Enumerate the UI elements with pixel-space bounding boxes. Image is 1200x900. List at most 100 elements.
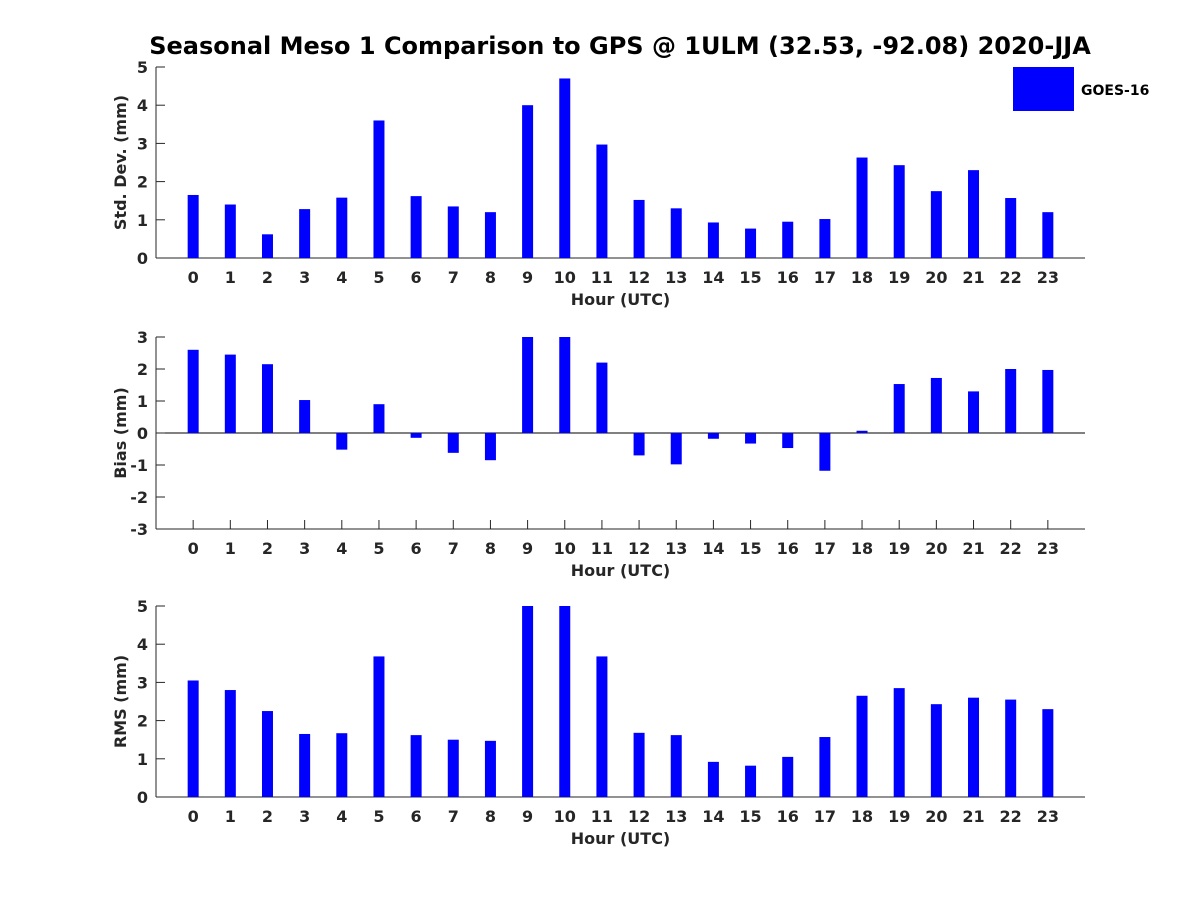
bar-hour-17 [819, 433, 831, 471]
x-tick-label: 21 [962, 268, 984, 287]
bar-hour-9 [522, 105, 534, 258]
bar-hour-0 [187, 680, 199, 797]
bar-hour-10 [559, 337, 571, 433]
x-tick-label: 22 [1000, 807, 1022, 826]
bar-hour-2 [261, 364, 273, 433]
x-tick-label: 7 [448, 539, 459, 558]
x-tick-label: 16 [777, 268, 799, 287]
x-tick-label: 21 [962, 539, 984, 558]
bar-hour-4 [336, 197, 348, 258]
bar-hour-17 [819, 737, 831, 797]
bar-hour-9 [522, 337, 534, 433]
bar-hour-12 [633, 199, 645, 258]
bar-hour-13 [670, 735, 682, 797]
bar-hour-9 [522, 606, 534, 797]
x-tick-label: 1 [225, 807, 236, 826]
bar-hour-7 [447, 739, 459, 797]
bar-hour-23 [1042, 709, 1054, 797]
bar-hour-1 [224, 354, 236, 433]
bar-hour-6 [410, 196, 422, 258]
bar-hour-10 [559, 78, 571, 259]
bar-hour-3 [299, 400, 311, 433]
x-tick-label: 19 [888, 268, 910, 287]
bar-hour-21 [968, 697, 980, 797]
x-tick-label: 13 [665, 268, 687, 287]
bar-hour-10 [559, 606, 571, 797]
bar-hour-2 [261, 711, 273, 797]
bar-hour-2 [261, 234, 273, 258]
bar-hour-15 [745, 765, 757, 797]
x-tick-label: 10 [554, 268, 576, 287]
bar-hour-15 [745, 433, 757, 444]
bar-hour-20 [930, 191, 942, 258]
bar-hour-20 [930, 704, 942, 797]
bar-hour-11 [596, 656, 608, 797]
bar-hour-4 [336, 733, 348, 797]
bar-hour-16 [782, 433, 794, 449]
bar-hour-7 [447, 206, 459, 258]
chart-title: Seasonal Meso 1 Comparison to GPS @ 1ULM… [149, 32, 1091, 60]
x-tick-label: 4 [336, 539, 347, 558]
y-tick-label: 1 [137, 750, 148, 769]
x-tick-label: 22 [1000, 539, 1022, 558]
x-tick-label: 15 [739, 268, 761, 287]
x-tick-label: 16 [777, 539, 799, 558]
y-tick-label: 1 [137, 392, 148, 411]
x-axis-title: Hour (UTC) [571, 561, 671, 580]
bar-hour-22 [1005, 198, 1017, 258]
x-tick-label: 3 [299, 539, 310, 558]
legend-swatch-goes-16 [1013, 67, 1074, 111]
bar-hour-21 [968, 170, 980, 258]
x-tick-label: 11 [591, 268, 613, 287]
y-axis-title: Bias (mm) [111, 387, 130, 479]
x-tick-label: 19 [888, 807, 910, 826]
y-tick-label: 2 [137, 712, 148, 731]
x-tick-label: 17 [814, 268, 836, 287]
legend-label-goes-16: GOES-16 [1081, 83, 1149, 99]
x-tick-label: 4 [336, 268, 347, 287]
x-tick-label: 18 [851, 807, 873, 826]
x-axis-title: Hour (UTC) [571, 290, 671, 309]
bar-hour-7 [447, 433, 459, 453]
x-tick-label: 13 [665, 539, 687, 558]
bar-hour-21 [968, 391, 980, 433]
y-tick-label: 0 [137, 424, 148, 443]
x-tick-label: 3 [299, 807, 310, 826]
y-tick-label: 3 [137, 134, 148, 153]
x-tick-label: 20 [925, 807, 947, 826]
bar-hour-6 [410, 433, 422, 438]
bar-hour-11 [596, 362, 608, 433]
bar-hour-19 [893, 384, 905, 433]
bar-hour-3 [299, 209, 311, 258]
y-tick-label: 0 [137, 249, 148, 268]
x-tick-label: 14 [702, 539, 724, 558]
bar-hour-12 [633, 433, 645, 456]
x-tick-label: 10 [554, 539, 576, 558]
y-tick-label: 2 [137, 360, 148, 379]
bar-hour-14 [707, 222, 719, 258]
bar-hour-8 [484, 740, 496, 797]
x-tick-label: 0 [188, 807, 199, 826]
x-tick-label: 20 [925, 539, 947, 558]
x-tick-label: 16 [777, 807, 799, 826]
x-tick-label: 23 [1037, 539, 1059, 558]
bar-hour-5 [373, 404, 385, 433]
y-axis-title: Std. Dev. (mm) [111, 95, 130, 230]
x-tick-label: 0 [188, 539, 199, 558]
bar-hour-17 [819, 219, 831, 258]
bar-hour-4 [336, 433, 348, 450]
y-tick-label: 4 [137, 635, 148, 654]
x-tick-label: 14 [702, 268, 724, 287]
bar-hour-19 [893, 165, 905, 258]
bar-hour-23 [1042, 212, 1054, 258]
x-tick-label: 1 [225, 539, 236, 558]
x-tick-label: 9 [522, 807, 533, 826]
x-tick-label: 2 [262, 539, 273, 558]
bar-hour-6 [410, 735, 422, 797]
x-tick-label: 0 [188, 268, 199, 287]
x-tick-label: 23 [1037, 807, 1059, 826]
x-tick-label: 20 [925, 268, 947, 287]
